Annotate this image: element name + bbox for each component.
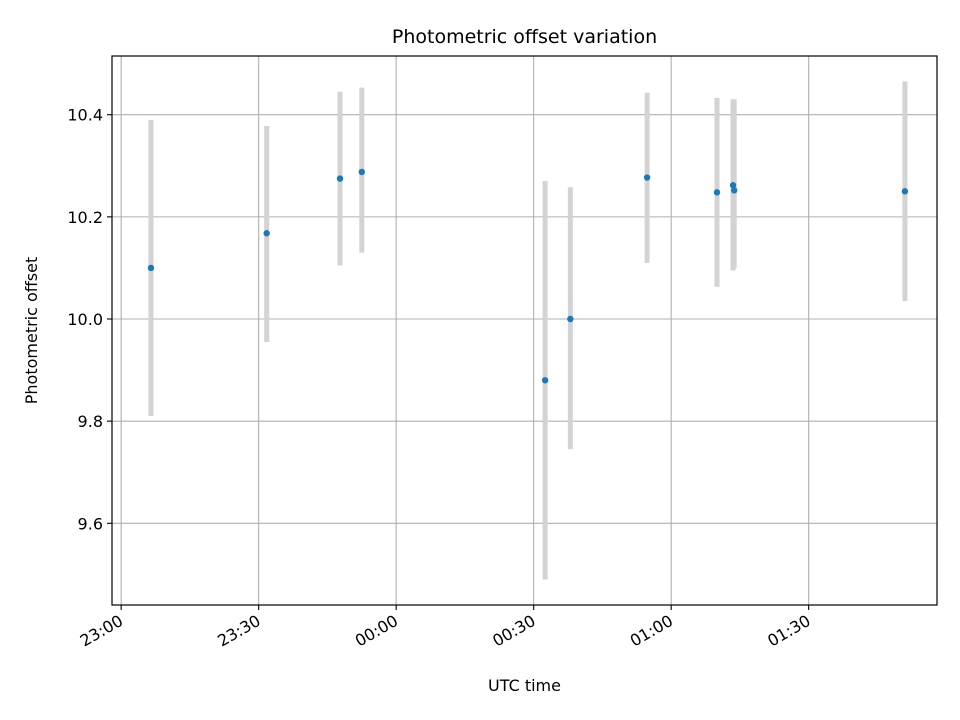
x-axis-label: UTC time bbox=[488, 676, 561, 695]
data-point bbox=[263, 230, 270, 237]
data-point bbox=[713, 189, 721, 196]
y-tick-label: 9.8 bbox=[78, 412, 103, 431]
data-point bbox=[336, 175, 344, 182]
y-axis-label: Photometric offset bbox=[22, 257, 41, 405]
y-tick-label: 9.6 bbox=[78, 514, 103, 533]
data-point bbox=[729, 182, 737, 189]
data-point bbox=[901, 188, 909, 195]
data-point bbox=[643, 174, 651, 181]
grid-lines bbox=[112, 56, 937, 605]
y-tick-label: 10.0 bbox=[67, 310, 103, 329]
data-point bbox=[567, 315, 574, 323]
data-point bbox=[358, 168, 365, 176]
data-point bbox=[541, 377, 549, 384]
chart-title: Photometric offset variation bbox=[392, 26, 657, 48]
data-point bbox=[147, 264, 155, 272]
y-axis-ticks: 9.6 9.8 10.0 10.2 10.4 bbox=[67, 106, 112, 533]
data-point bbox=[730, 187, 738, 194]
y-tick-label: 10.4 bbox=[67, 106, 103, 125]
data-points bbox=[147, 168, 909, 384]
plot-area-frame bbox=[111, 55, 938, 606]
y-tick-label: 10.2 bbox=[67, 208, 103, 227]
